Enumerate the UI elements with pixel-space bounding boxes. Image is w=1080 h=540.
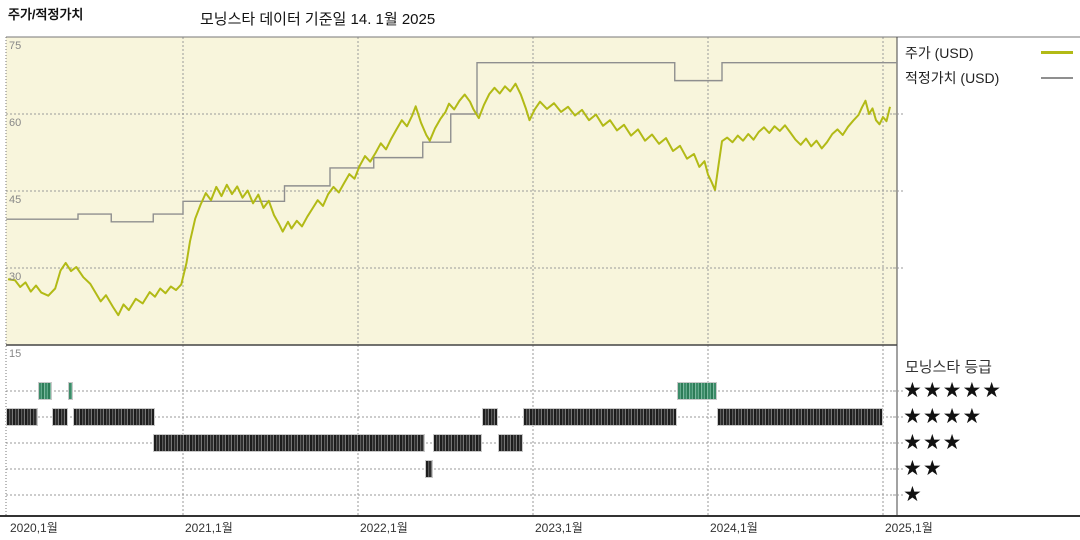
rating-row-5-stars: ★★★★★ [903, 379, 1003, 402]
rating-row-4-stars: ★★★★ [903, 405, 983, 428]
rating-period-4-star [482, 408, 498, 426]
x-axis-tick-label: 2025,1월 [885, 521, 933, 535]
rating-row-2-stars: ★★ [903, 457, 943, 480]
x-axis-tick-label: 2021,1월 [185, 521, 233, 535]
rating-period-4-star [6, 408, 38, 426]
rating-period-5-star [67, 382, 73, 400]
rating-period-2-star [424, 460, 434, 478]
rating-period-4-star [716, 408, 883, 426]
fair-value-line-swatch [1041, 76, 1073, 79]
x-axis-tick-label: 2024,1월 [710, 521, 758, 535]
x-axis-tick-label: 2022,1월 [360, 521, 408, 535]
rating-period-3-star [433, 434, 483, 452]
rating-period-4-star [72, 408, 155, 426]
legend-item-fair-value: 적정가치 (USD) [905, 65, 1073, 90]
legend-item-price: 주가 (USD) [905, 40, 1073, 65]
x-axis-tick-label: 2023,1월 [535, 521, 583, 535]
series-legend: 주가 (USD) 적정가치 (USD) [905, 40, 1073, 90]
y-axis-tick-label: 75 [9, 40, 22, 52]
rating-period-4-star [522, 408, 677, 426]
y-axis-tick-label: 30 [9, 271, 22, 283]
price-line-swatch [1041, 51, 1073, 54]
price-legend-label: 주가 (USD) [905, 44, 974, 61]
rating-period-3-star [498, 434, 523, 452]
rating-period-4-star [51, 408, 68, 426]
rating-period-5-star [676, 382, 717, 400]
price-line [7, 82, 891, 317]
rating-period-5-star [37, 382, 52, 400]
rating-panel-title: 모닝스타 등급 [905, 359, 992, 376]
y-axis-tick-label: 60 [9, 117, 22, 129]
rating-row-3-stars: ★★★ [903, 431, 963, 454]
fair-value-line [6, 61, 897, 223]
rating-row-1-stars: ★ [903, 483, 923, 506]
y-axis-tick-label: 15 [9, 348, 22, 360]
y-axis-tick-label: 45 [9, 194, 22, 206]
fair-value-legend-label: 적정가치 (USD) [905, 69, 1000, 86]
data-as-of-subtitle: 모닝스타 데이터 기준일 14. 1월 2025 [200, 11, 436, 28]
chart-title: 주가/적정가치 [8, 7, 84, 22]
rating-period-3-star [153, 434, 425, 452]
x-axis-tick-label: 2020,1월 [10, 521, 58, 535]
